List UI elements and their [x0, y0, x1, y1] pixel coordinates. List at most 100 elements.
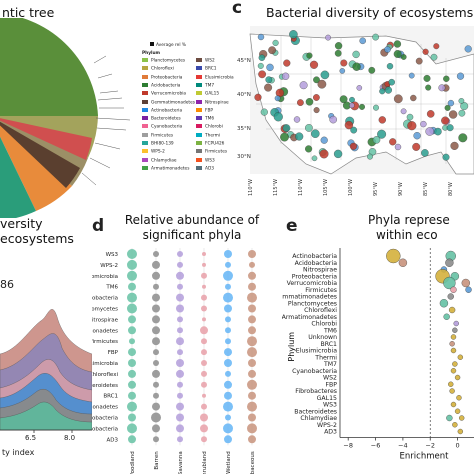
abundance-dot: [176, 337, 184, 346]
enrichment-point: [450, 401, 457, 408]
phylum-label: WPS-2: [317, 422, 337, 429]
map-site-dot: [313, 107, 320, 114]
abundance-dot: [202, 393, 206, 398]
abundance-dot: [127, 401, 137, 412]
panel-d-letter: d: [92, 216, 105, 236]
legend-item: Proteobacteria: [142, 74, 182, 80]
map-site-dot: [297, 99, 304, 107]
enrichment-x-label: Enrichment: [400, 452, 450, 462]
map-site-dot: [319, 149, 329, 159]
panel-e-letter: e: [286, 216, 298, 236]
panel-d-title: Relative abundance of significant phyla: [112, 213, 272, 243]
abundance-dot: [153, 251, 159, 257]
legend-swatch: [196, 149, 202, 154]
legend-item: Acidobacteria: [142, 82, 180, 88]
map-site-dot: [344, 120, 354, 130]
abundance-dot: [200, 413, 208, 422]
tree-wedge-orange: [0, 124, 72, 211]
legend-item: WS3: [196, 157, 215, 163]
abundance-dot: [224, 359, 232, 367]
legend-item: Gemmatimonadetes: [142, 99, 195, 105]
abundance-dot: [224, 380, 232, 389]
abundance-dot: [177, 392, 183, 399]
phylum-label: Chlamydiae: [300, 415, 337, 422]
abundance-dot: [248, 326, 256, 335]
phylum-label: Nitrospirae: [303, 267, 337, 274]
category-label: Herbaceous: [250, 451, 256, 474]
map-site-dot: [359, 37, 366, 45]
map-site-dot: [412, 142, 421, 151]
abundance-dot: [224, 304, 232, 313]
category-label: Steppe/Savanna: [178, 451, 184, 474]
map-site-dot: [384, 46, 391, 53]
map-site-dot: [456, 72, 465, 80]
abundance-dot: [176, 424, 184, 433]
map-site-dot: [393, 40, 402, 48]
legend-swatch: [196, 116, 202, 121]
lat-label: 45°N: [237, 58, 251, 64]
abundance-dot: [176, 359, 184, 367]
abundance-dot: [128, 369, 136, 378]
abundance-dot: [200, 326, 208, 335]
map-site-dot: [258, 70, 266, 79]
legend-label: BRC1: [205, 66, 217, 72]
abundance-dot: [248, 250, 256, 258]
abundance-dot: [248, 315, 256, 324]
abundance-dot: [248, 304, 256, 313]
enrichment-point: [461, 278, 470, 288]
map-site-dot: [339, 68, 346, 74]
map-site-dot: [433, 43, 440, 50]
map-site-dot: [257, 33, 265, 41]
abundance-dot: [247, 336, 257, 347]
map-site-dot: [372, 136, 381, 144]
abundance-dot: [225, 370, 231, 377]
map-site-dot: [444, 104, 451, 111]
abundance-dot: [225, 283, 231, 290]
legend-swatch: [196, 141, 202, 145]
abundance-dot: [249, 261, 255, 268]
abundance-dot: [202, 284, 206, 289]
legend-label: Chlorobi: [205, 124, 223, 130]
legend-swatch: [142, 116, 148, 121]
abundance-dot: [128, 380, 136, 389]
legend-item: Chloroflexi: [142, 66, 174, 72]
abundance-dot: [153, 381, 159, 388]
legend-swatch: [142, 124, 148, 129]
legend-swatch: [142, 132, 148, 137]
map-site-dot: [274, 95, 281, 102]
enrichment-point: [453, 320, 459, 327]
phylum-label: FBP: [325, 381, 337, 388]
enrichment-point: [449, 341, 455, 347]
phylum-label: Chlorobi: [311, 321, 337, 328]
map-site-dot: [299, 81, 308, 90]
abundance-dot: [176, 369, 184, 378]
abundance-dot: [225, 414, 231, 421]
tree-wedges: [0, 18, 98, 218]
abundance-dot: [128, 326, 136, 335]
lat-label: 30°N: [237, 154, 251, 160]
abundance-dot: [201, 360, 207, 366]
abundance-dot: [128, 282, 136, 291]
map-site-dot: [349, 102, 355, 109]
map-site-dot: [447, 99, 455, 107]
map-site-dot: [407, 121, 417, 131]
map-site-dot: [352, 62, 361, 71]
legend-item: BHI80-139: [142, 141, 174, 147]
map-site-dot: [410, 94, 417, 102]
map-site-dot: [372, 104, 379, 111]
abundance-dot: [248, 413, 256, 422]
abundance-dot: [127, 249, 137, 259]
x-tick-label: −4: [398, 442, 408, 450]
legend-label: TM7: [205, 83, 215, 89]
legend-label: Thermi: [205, 133, 221, 139]
abundance-dot: [176, 293, 184, 302]
enrichment-point: [458, 415, 465, 421]
enrichment-point: [456, 395, 462, 401]
phylum-label: Elusimicrobia: [296, 348, 337, 355]
phylum-label: AD3: [324, 429, 337, 436]
panel-b-number: 86: [0, 278, 14, 291]
abundance-dot: [152, 304, 160, 313]
abundance-dot: [225, 316, 231, 323]
legend-item: GAL15: [196, 91, 219, 97]
legend-item: Armatimonadetes: [142, 165, 189, 171]
